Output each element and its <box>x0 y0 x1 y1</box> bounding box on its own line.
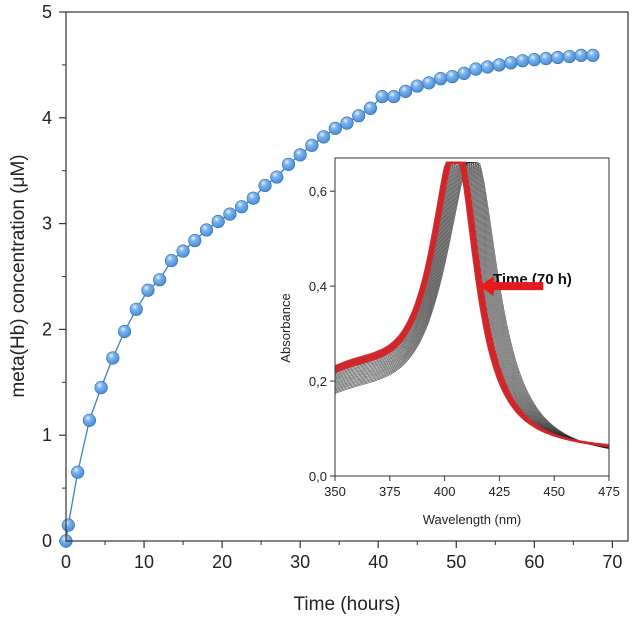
inset-y-tick-label: 0,6 <box>309 184 327 199</box>
inset-y-tick-label: 0,2 <box>309 374 327 389</box>
main-data-point <box>141 283 155 297</box>
main-y-tick-label: 4 <box>42 108 52 128</box>
main-data-point <box>328 121 342 135</box>
main-x-tick-label: 20 <box>212 552 232 572</box>
main-data-point <box>117 324 132 339</box>
main-data-point <box>82 413 97 427</box>
inset-x-tick-label: 475 <box>598 484 620 499</box>
main-data-point <box>211 214 225 229</box>
main-data-point <box>71 465 85 479</box>
main-y-axis-label: meta(Hb) concentration (μM) <box>8 154 29 397</box>
main-data-point <box>106 351 120 365</box>
main-chart: 0 10 20 30 40 50 60 70 0 1 2 3 4 5 Time (hours) meta(… <box>8 2 629 615</box>
main-x-tick-label: 0 <box>61 552 71 572</box>
main-data-point <box>316 130 331 144</box>
main-data-point <box>375 90 389 104</box>
main-x-tick-label: 10 <box>134 552 154 572</box>
main-data-point <box>387 90 401 104</box>
inset-y-axis-label: Absorbance <box>278 293 293 362</box>
main-x-tick-label: 50 <box>446 552 466 572</box>
main-data-point <box>551 50 565 65</box>
inset-y-tick-label: 0,0 <box>309 469 327 484</box>
main-data-point <box>352 109 366 123</box>
inset-ticks: 350 375 400 425 450 475 0,0 0,2 0,4 0,6 <box>309 184 620 499</box>
inset-x-tick-label: 400 <box>434 484 456 499</box>
inset-chart: 350 375 400 425 450 475 0,0 0,2 0,4 0,6 Wavelengt… <box>278 157 620 527</box>
main-data-point <box>223 207 237 221</box>
main-data-point <box>574 48 588 62</box>
main-data-point <box>527 53 541 67</box>
main-data-point <box>410 79 424 93</box>
main-x-tick-label: 60 <box>524 552 544 572</box>
main-data-point <box>562 49 577 64</box>
main-y-tick-label: 3 <box>42 214 52 234</box>
main-data-point <box>188 233 202 248</box>
main-plot-frame <box>65 11 629 542</box>
inset-x-tick-label: 350 <box>324 484 346 499</box>
main-data-point <box>434 72 448 86</box>
main-x-tick-label: 70 <box>602 552 622 572</box>
main-data-point <box>176 244 190 258</box>
inset-y-tick-label: 0,4 <box>309 279 327 294</box>
inset-x-tick-label: 425 <box>489 484 511 499</box>
main-data-point <box>445 69 459 84</box>
main-data-point <box>153 273 167 287</box>
main-data-point <box>281 157 296 171</box>
main-data-point <box>539 51 553 66</box>
main-data-point <box>469 62 483 76</box>
main-y-tick-label: 5 <box>42 2 52 22</box>
main-data-point <box>164 254 178 268</box>
main-data-point <box>199 223 214 237</box>
main-data-point <box>340 116 354 130</box>
main-y-tick-label: 2 <box>42 319 52 339</box>
main-data-point <box>305 138 319 152</box>
main-data-point <box>235 200 249 214</box>
main-series-points <box>59 48 600 548</box>
inset-annotation-arrow <box>479 276 544 297</box>
main-data-point <box>61 518 75 532</box>
main-x-tick-label: 30 <box>290 552 310 572</box>
inset-x-axis-label: Wavelength (nm) <box>423 512 522 527</box>
main-y-tick-label: 0 <box>42 531 52 551</box>
main-data-point <box>504 56 518 70</box>
main-ticks: 0 10 20 30 40 50 60 70 0 1 2 3 4 5 <box>42 2 622 572</box>
main-data-point <box>293 148 307 162</box>
main-data-point <box>258 178 272 193</box>
inset-spectra <box>334 161 610 449</box>
inset-x-tick-label: 450 <box>543 484 565 499</box>
main-data-point <box>246 191 260 205</box>
main-data-point <box>129 302 143 316</box>
main-data-point <box>398 84 413 98</box>
main-y-tick-label: 1 <box>42 425 52 445</box>
main-data-point <box>492 58 506 72</box>
main-data-point <box>363 101 378 115</box>
main-data-point <box>480 60 495 74</box>
main-data-point <box>586 48 600 62</box>
main-data-point <box>270 170 284 184</box>
main-data-point <box>516 54 530 68</box>
inset-x-tick-label: 375 <box>379 484 401 499</box>
main-x-axis-label: Time (hours) <box>294 594 401 615</box>
inset-spectrum-line <box>334 161 610 447</box>
main-data-point <box>422 76 436 90</box>
main-data-point <box>457 66 471 80</box>
inset-plot-frame <box>334 157 610 477</box>
main-x-tick-label: 40 <box>368 552 388 572</box>
main-data-point <box>94 380 108 395</box>
